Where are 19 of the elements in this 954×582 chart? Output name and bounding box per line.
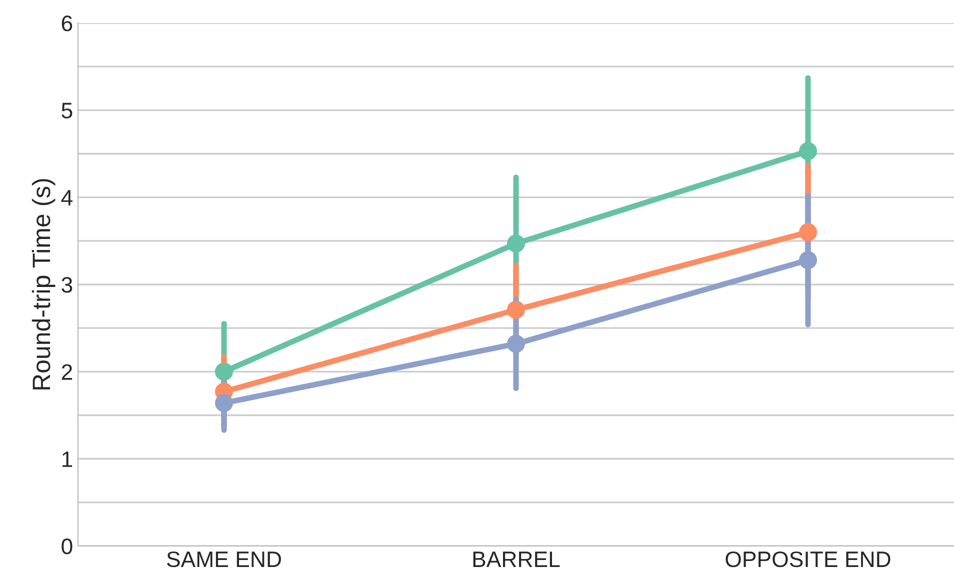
y-tick-label: 2 xyxy=(62,364,72,380)
point xyxy=(506,300,526,319)
point xyxy=(798,142,818,160)
y-tick-label: 1 xyxy=(62,452,72,467)
point xyxy=(506,334,526,353)
point xyxy=(214,362,234,381)
y-axis-title: Round-trip Time (s) xyxy=(32,179,56,390)
y-tick-label: 3 xyxy=(62,277,72,293)
point xyxy=(798,223,818,242)
y-tick-label: 5 xyxy=(62,102,72,118)
x-tick-label: OPPOSITE END xyxy=(726,551,890,568)
x-tick-label: BARREL xyxy=(473,552,560,567)
point xyxy=(214,394,234,412)
x-tick-label: SAME END xyxy=(166,551,281,568)
y-tick-label: 6 xyxy=(62,16,72,32)
y-tick-label: 4 xyxy=(61,190,72,206)
y-tick-label: 0 xyxy=(62,538,72,554)
point xyxy=(506,234,526,253)
point xyxy=(798,251,818,270)
